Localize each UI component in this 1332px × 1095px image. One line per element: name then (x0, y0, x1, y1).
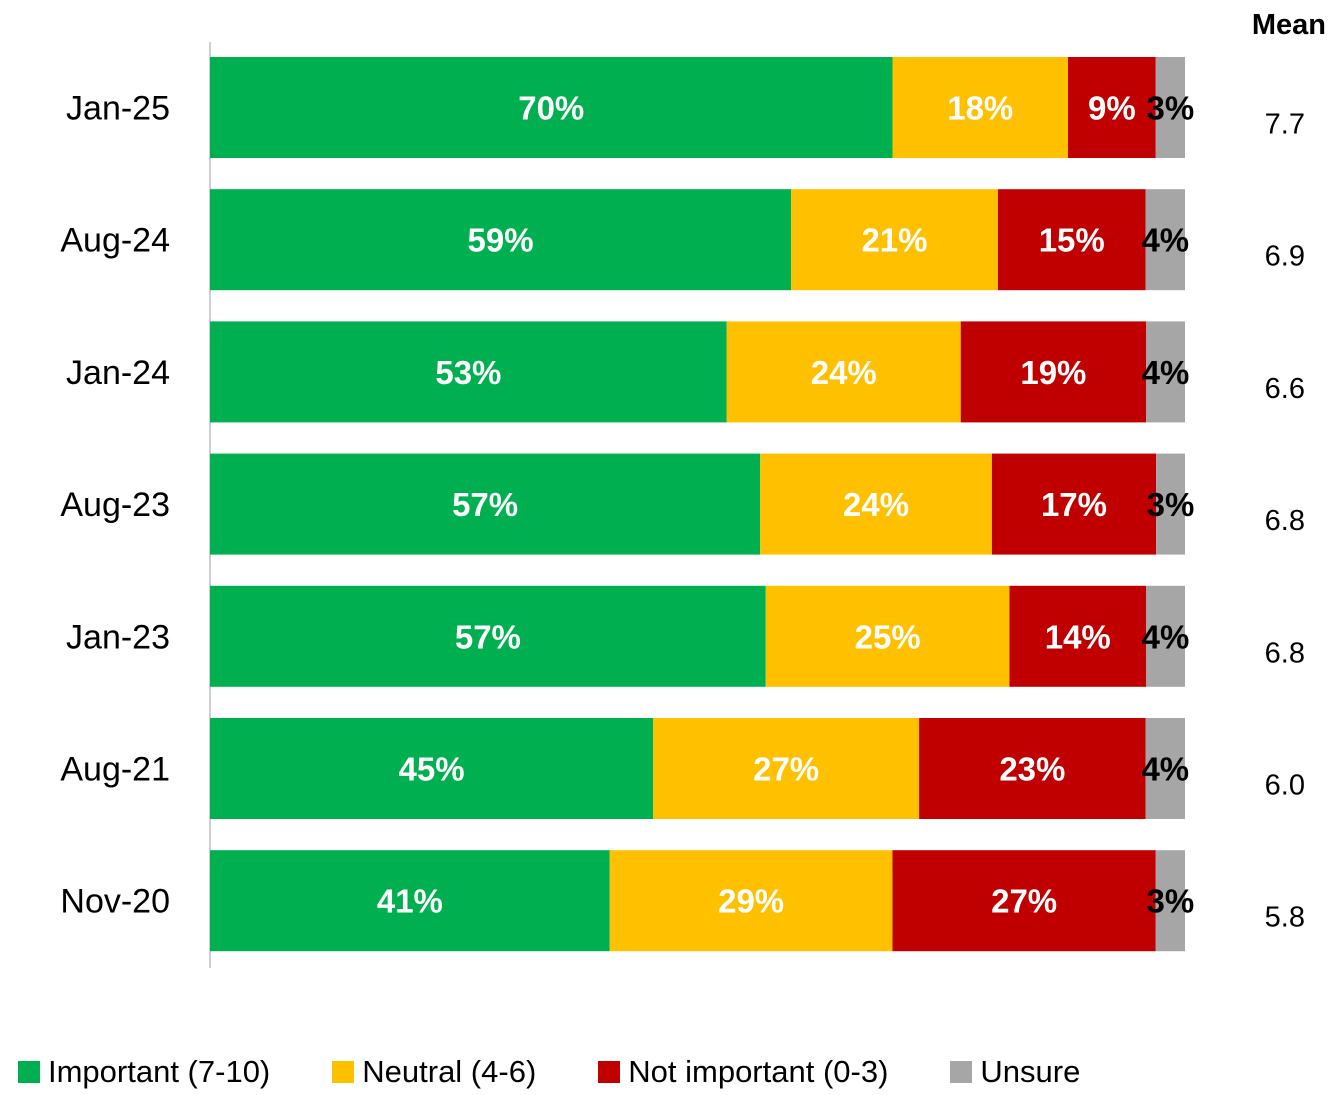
legend: Important (7-10) Neutral (4-6) Not importa… (18, 1052, 1142, 1092)
mean-value: 6.8 (1265, 505, 1305, 537)
legend-label: Important (7-10) (48, 1054, 271, 1089)
category-label: Nov-20 (60, 883, 170, 921)
bar-segment (210, 585, 766, 687)
category-label: Aug-24 (60, 222, 170, 260)
bar-segment (210, 453, 761, 555)
data-label: 70% (518, 90, 584, 127)
bar-segment (991, 453, 1157, 555)
bar-segment (210, 718, 654, 819)
mean-value: 6.9 (1265, 241, 1305, 273)
bar-segment (210, 850, 610, 952)
legend-swatch (332, 1061, 355, 1083)
legend-swatch (950, 1061, 973, 1083)
data-label: 3% (1147, 90, 1195, 127)
data-label: 23% (999, 751, 1065, 788)
legend-label: Neutral (4-6) (362, 1054, 537, 1089)
data-label: 21% (861, 222, 927, 259)
bar-segment (791, 189, 998, 291)
bar-segment (1145, 189, 1185, 291)
bars-group: 70% 18% 9% 3% 59% 21% 15% 4% 53% 24% 19% 4% 57% 24% 17… (210, 57, 1195, 952)
data-label: 57% (452, 486, 518, 523)
data-label: 53% (435, 354, 501, 391)
category-labels: Jan-25 Aug-24 Jan-24 Aug-23 Jan-23 Aug-21 Nov-… (60, 90, 170, 921)
mean-value: 6.8 (1265, 637, 1305, 669)
data-label: 4% (1141, 751, 1189, 788)
category-label: Jan-24 (66, 354, 170, 392)
legend-swatch (598, 1061, 621, 1083)
data-label: 59% (467, 222, 533, 259)
bar-segment (1068, 57, 1156, 158)
data-label: 3% (1147, 883, 1195, 920)
data-label: 4% (1141, 222, 1189, 259)
mean-column: Mean 7.7 6.9 6.6 6.8 6.8 6.0 5.8 (1252, 9, 1326, 934)
bar-segment (1155, 850, 1185, 952)
category-label: Jan-25 (66, 90, 170, 128)
data-label: 24% (811, 354, 877, 391)
data-label: 3% (1147, 486, 1195, 523)
legend-label: Unsure (980, 1054, 1081, 1089)
stacked-bar-chart: 70% 18% 9% 3% 59% 21% 15% 4% 53% 24% 19% 4% 57% 24% 17… (60, 9, 1326, 968)
bar-segment (1009, 585, 1146, 687)
bar-segment (765, 585, 1010, 687)
mean-value: 7.7 (1265, 109, 1305, 141)
bar-segment (1146, 585, 1185, 687)
data-label: 15% (1039, 222, 1105, 259)
data-label: 27% (991, 883, 1057, 920)
data-label: 41% (377, 883, 443, 920)
bar-segment (653, 718, 920, 819)
data-label: 17% (1041, 486, 1107, 523)
bar-segment (1156, 453, 1185, 555)
data-label: 14% (1045, 618, 1111, 655)
mean-header: Mean (1252, 9, 1326, 41)
bar-segment (997, 189, 1146, 291)
legend-item: Neutral (4-6) (332, 1054, 536, 1090)
mean-value: 6.0 (1265, 770, 1305, 802)
mean-value: 5.8 (1265, 902, 1305, 934)
bar-segment (210, 321, 727, 423)
bar-segment (960, 321, 1146, 423)
legend-item: Unsure (950, 1054, 1080, 1090)
bar-segment (726, 321, 961, 423)
data-label: 45% (399, 751, 465, 788)
legend-item: Important (7-10) (18, 1054, 270, 1090)
mean-value: 6.6 (1265, 373, 1305, 405)
data-label: 24% (843, 486, 909, 523)
data-label: 9% (1088, 90, 1136, 127)
bar-segment (919, 718, 1146, 819)
data-label: 57% (455, 618, 521, 655)
legend-swatch (18, 1061, 40, 1083)
category-label: Aug-21 (60, 751, 170, 789)
bar-segment (210, 189, 792, 291)
bar-segment (609, 850, 893, 952)
legend-label: Not important (0-3) (628, 1054, 889, 1089)
category-label: Aug-23 (60, 486, 170, 524)
bar-segment (892, 57, 1068, 158)
legend-item: Not important (0-3) (598, 1054, 888, 1090)
data-label: 27% (753, 751, 819, 788)
data-label: 25% (855, 618, 921, 655)
data-label: 4% (1142, 354, 1190, 391)
category-label: Jan-23 (66, 618, 170, 656)
data-label: 18% (947, 90, 1013, 127)
bar-segment (1146, 321, 1185, 423)
data-label: 19% (1020, 354, 1086, 391)
data-label: 4% (1142, 618, 1190, 655)
bar-segment (760, 453, 992, 555)
bar-segment (892, 850, 1156, 952)
bar-segment (1155, 57, 1185, 158)
data-label: 29% (718, 883, 784, 920)
bar-segment (210, 57, 893, 158)
bar-segment (1145, 718, 1185, 819)
